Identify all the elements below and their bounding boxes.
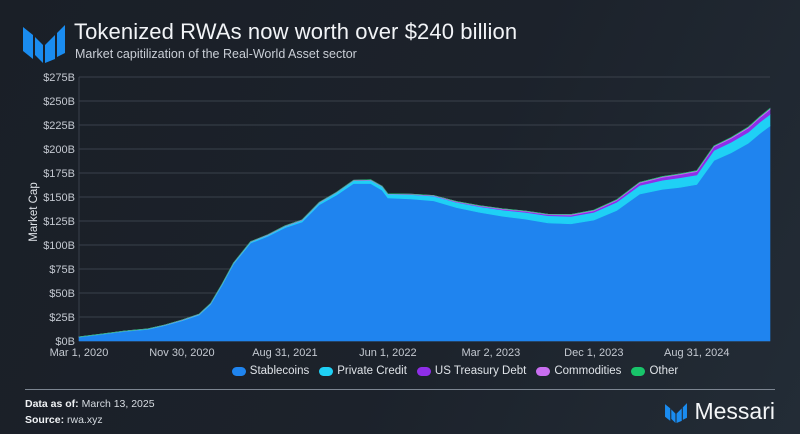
y-tick-label: $75B bbox=[49, 264, 75, 276]
brand: Messari bbox=[665, 398, 775, 425]
legend-swatch bbox=[631, 366, 646, 376]
data-as-of-value: March 13, 2025 bbox=[81, 398, 155, 410]
y-axis-ticks: $0B $25B $50B $75B $100B $125B $150B $175B $200B… bbox=[43, 72, 75, 348]
messari-brand-icon bbox=[665, 403, 688, 423]
y-tick-label: $250B bbox=[43, 96, 75, 108]
area-series bbox=[78, 107, 771, 342]
legend-label: US Treasury Debt bbox=[434, 365, 527, 377]
legend-item-commodities: Commodities bbox=[536, 365, 621, 377]
legend-label: Other bbox=[649, 365, 679, 377]
data-as-of-label: Data as of: bbox=[25, 398, 79, 410]
area-other bbox=[78, 107, 771, 338]
x-tick-label: Jun 1, 2022 bbox=[359, 347, 417, 359]
y-tick-label: $150B bbox=[43, 192, 75, 204]
x-tick-label: Mar 1, 2020 bbox=[50, 347, 109, 359]
legend-label: Private Credit bbox=[337, 365, 407, 377]
rwa-area-chart: $0B $25B $50B $75B $100B $125B $150B $175B $200B… bbox=[43, 72, 771, 359]
legend-swatch bbox=[536, 366, 551, 376]
x-axis-ticks: Mar 1, 2020 Nov 30, 2020 Aug 31, 2021 Jun 1… bbox=[50, 347, 730, 359]
x-tick-label: Dec 1, 2023 bbox=[564, 347, 623, 359]
y-tick-label: $25B bbox=[49, 312, 75, 324]
footer-divider bbox=[25, 389, 775, 390]
legend-item-other: Other bbox=[631, 365, 678, 377]
x-tick-label: Aug 31, 2024 bbox=[664, 347, 729, 359]
area-stablecoins bbox=[78, 125, 771, 342]
y-tick-label: $175B bbox=[43, 168, 75, 180]
source-value: rwa.xyz bbox=[67, 414, 103, 426]
y-tick-label: $125B bbox=[43, 216, 75, 228]
y-tick-label: $200B bbox=[43, 144, 75, 156]
legend-label: Commodities bbox=[554, 365, 622, 377]
y-tick-label: $100B bbox=[43, 240, 75, 252]
legend-item-private-credit: Private Credit bbox=[319, 365, 407, 377]
legend: Stablecoins Private Credit US Treasury Deb… bbox=[0, 365, 800, 377]
y-tick-label: $275B bbox=[43, 72, 75, 84]
y-tick-label: $0B bbox=[55, 336, 75, 348]
data-as-of: Data as of: March 13, 2025 bbox=[25, 398, 155, 410]
legend-swatch bbox=[231, 366, 246, 376]
x-tick-label: Mar 2, 2023 bbox=[462, 347, 521, 359]
source: Source: rwa.xyz bbox=[25, 414, 103, 426]
legend-swatch bbox=[416, 366, 431, 376]
legend-swatch bbox=[319, 366, 334, 376]
x-tick-label: Nov 30, 2020 bbox=[149, 347, 214, 359]
y-tick-label: $50B bbox=[49, 288, 75, 300]
chart-title: Tokenized RWAs now worth over $240 billi… bbox=[74, 19, 518, 44]
messari-logo-icon bbox=[23, 25, 65, 63]
legend-item-stablecoins: Stablecoins bbox=[231, 365, 310, 377]
legend-item-us-treasury-debt: US Treasury Debt bbox=[416, 365, 527, 377]
y-tick-label: $225B bbox=[43, 120, 75, 132]
legend-label: Stablecoins bbox=[249, 365, 310, 377]
chart-subtitle: Market capitilization of the Real-World … bbox=[75, 47, 357, 61]
x-tick-label: Aug 31, 2021 bbox=[252, 347, 317, 359]
source-label: Source: bbox=[25, 414, 65, 426]
brand-name: Messari bbox=[694, 398, 775, 424]
